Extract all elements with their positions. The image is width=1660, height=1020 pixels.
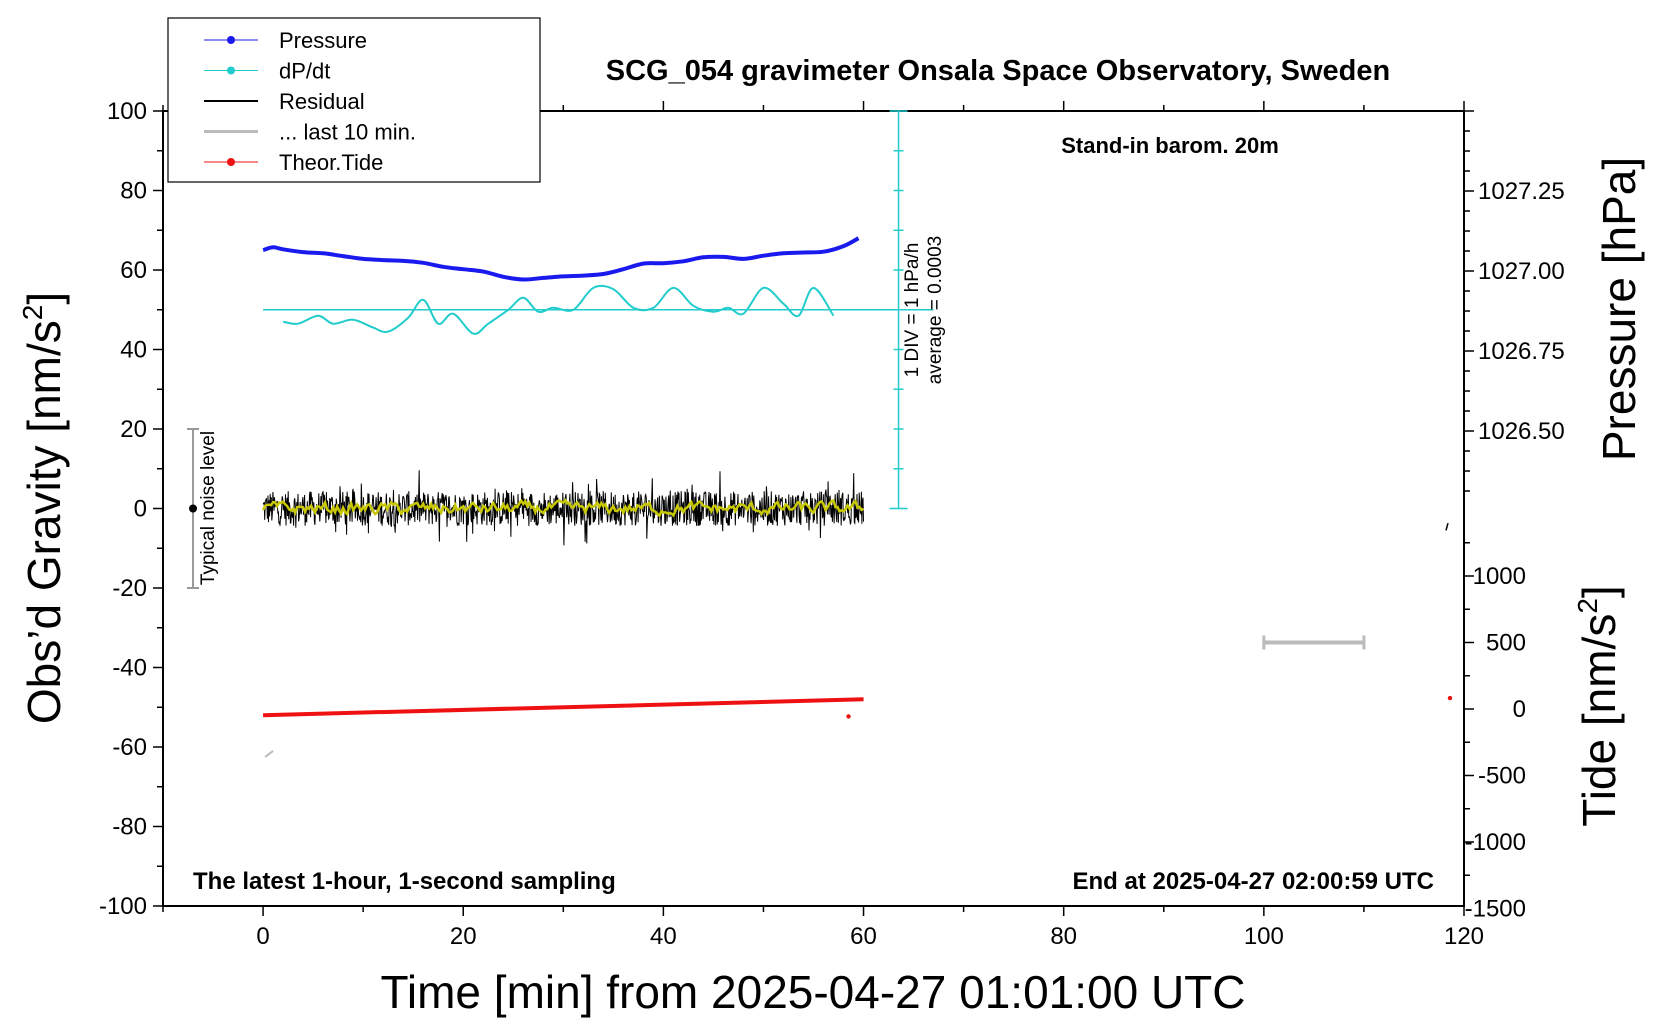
div-scale-label-1: 1 DIV = 1 hPa/h <box>902 243 923 378</box>
legend-items: Pressure dP/dt Residual ... last 10 min. The… <box>204 28 416 175</box>
y-tick-label: -40 <box>112 655 147 682</box>
pressure-tick-label: 1026.50 <box>1478 418 1565 445</box>
legend: Pressure dP/dt Residual ... last 10 min. The… <box>167 17 541 183</box>
pressure-series <box>262 236 860 282</box>
x-tick-label: 120 <box>1444 923 1484 950</box>
legend-label: Residual <box>279 89 365 114</box>
y-tick-label: 100 <box>107 98 147 125</box>
tide-tick-label: 1000 <box>1473 563 1526 590</box>
x-tick-label: 80 <box>1050 923 1077 950</box>
barometer-note: Stand-in barom. 20m <box>1061 133 1279 158</box>
x-tick-label: 60 <box>850 923 877 950</box>
y-axis-left: 100 80 60 40 20 0 -20 -40 -60 -80 -100 <box>99 98 163 920</box>
legend-label: Pressure <box>279 28 367 53</box>
y-tick-label: 80 <box>120 178 147 205</box>
tide-tick-label: -500 <box>1478 763 1526 790</box>
y-tick-label: -80 <box>112 814 147 841</box>
legend-marker <box>227 66 235 75</box>
pressure-tick-label: 1027.25 <box>1478 178 1565 205</box>
y-axis-tide: 1000 500 0 -500 -1000 -1500 <box>1464 542 1526 923</box>
y-tick-label: 60 <box>120 257 147 284</box>
x-tick-label: 20 <box>450 923 477 950</box>
chart-title: SCG_054 gravimeter Onsala Space Observat… <box>606 55 1390 87</box>
legend-marker <box>227 158 235 166</box>
noise-bar-center <box>189 504 198 513</box>
sampling-note: The latest 1-hour, 1-second sampling <box>193 868 616 895</box>
div-scale-label-2: average = 0.0003 <box>925 236 946 384</box>
legend-label: dP/dt <box>279 59 330 84</box>
tide-tick-label: 0 <box>1513 696 1526 723</box>
tide-point <box>846 714 851 719</box>
tide-tick-label: -1500 <box>1465 896 1526 923</box>
pressure-axis-label: Pressure [hPa] <box>1593 157 1645 461</box>
legend-label: ... last 10 min. <box>279 120 416 145</box>
legend-marker <box>227 36 235 44</box>
residual-smoothed-series <box>261 498 865 518</box>
x-tick-label: 100 <box>1244 923 1284 950</box>
tide-axis-label: Tide [nm/s2] <box>1572 585 1625 826</box>
y-tick-label: -20 <box>112 575 147 602</box>
y-tick-label: -60 <box>112 734 147 761</box>
tide-point-end <box>1447 695 1453 701</box>
y-tick-label: 40 <box>120 337 147 364</box>
end-time-note: End at 2025-04-27 02:00:59 UTC <box>1073 868 1435 895</box>
noise-level-label: Typical noise level <box>198 431 219 585</box>
last10-trace <box>264 750 274 758</box>
tide-tick-label: 500 <box>1486 630 1526 657</box>
tide-tick-label: -1000 <box>1465 829 1526 856</box>
pressure-tick-label: 1026.75 <box>1478 338 1565 365</box>
x-axis: 0 20 40 60 80 100 120 <box>162 101 1484 950</box>
y-tick-label: 0 <box>134 496 147 523</box>
data-layer <box>187 110 1453 758</box>
pressure-tick-label: 1027.00 <box>1478 258 1565 285</box>
dpdt-series <box>282 284 835 335</box>
x-axis-label: Time [min] from 2025-04-27 01:01:00 UTC <box>381 966 1246 1018</box>
residual-series <box>262 470 864 546</box>
tide-series <box>263 697 864 718</box>
legend-label: Theor.Tide <box>279 150 383 175</box>
y-axis-pressure: 1027.25 1027.00 1026.75 1026.50 <box>1464 110 1565 492</box>
y-tick-label: 20 <box>120 416 147 443</box>
x-tick-label: 40 <box>650 923 677 950</box>
left-axis-label: Obs’d Gravity [nm/s2] <box>17 292 70 724</box>
y-tick-label: -100 <box>99 893 147 920</box>
x-tick-label: 0 <box>256 923 269 950</box>
residual-tail-mark <box>1445 523 1449 531</box>
